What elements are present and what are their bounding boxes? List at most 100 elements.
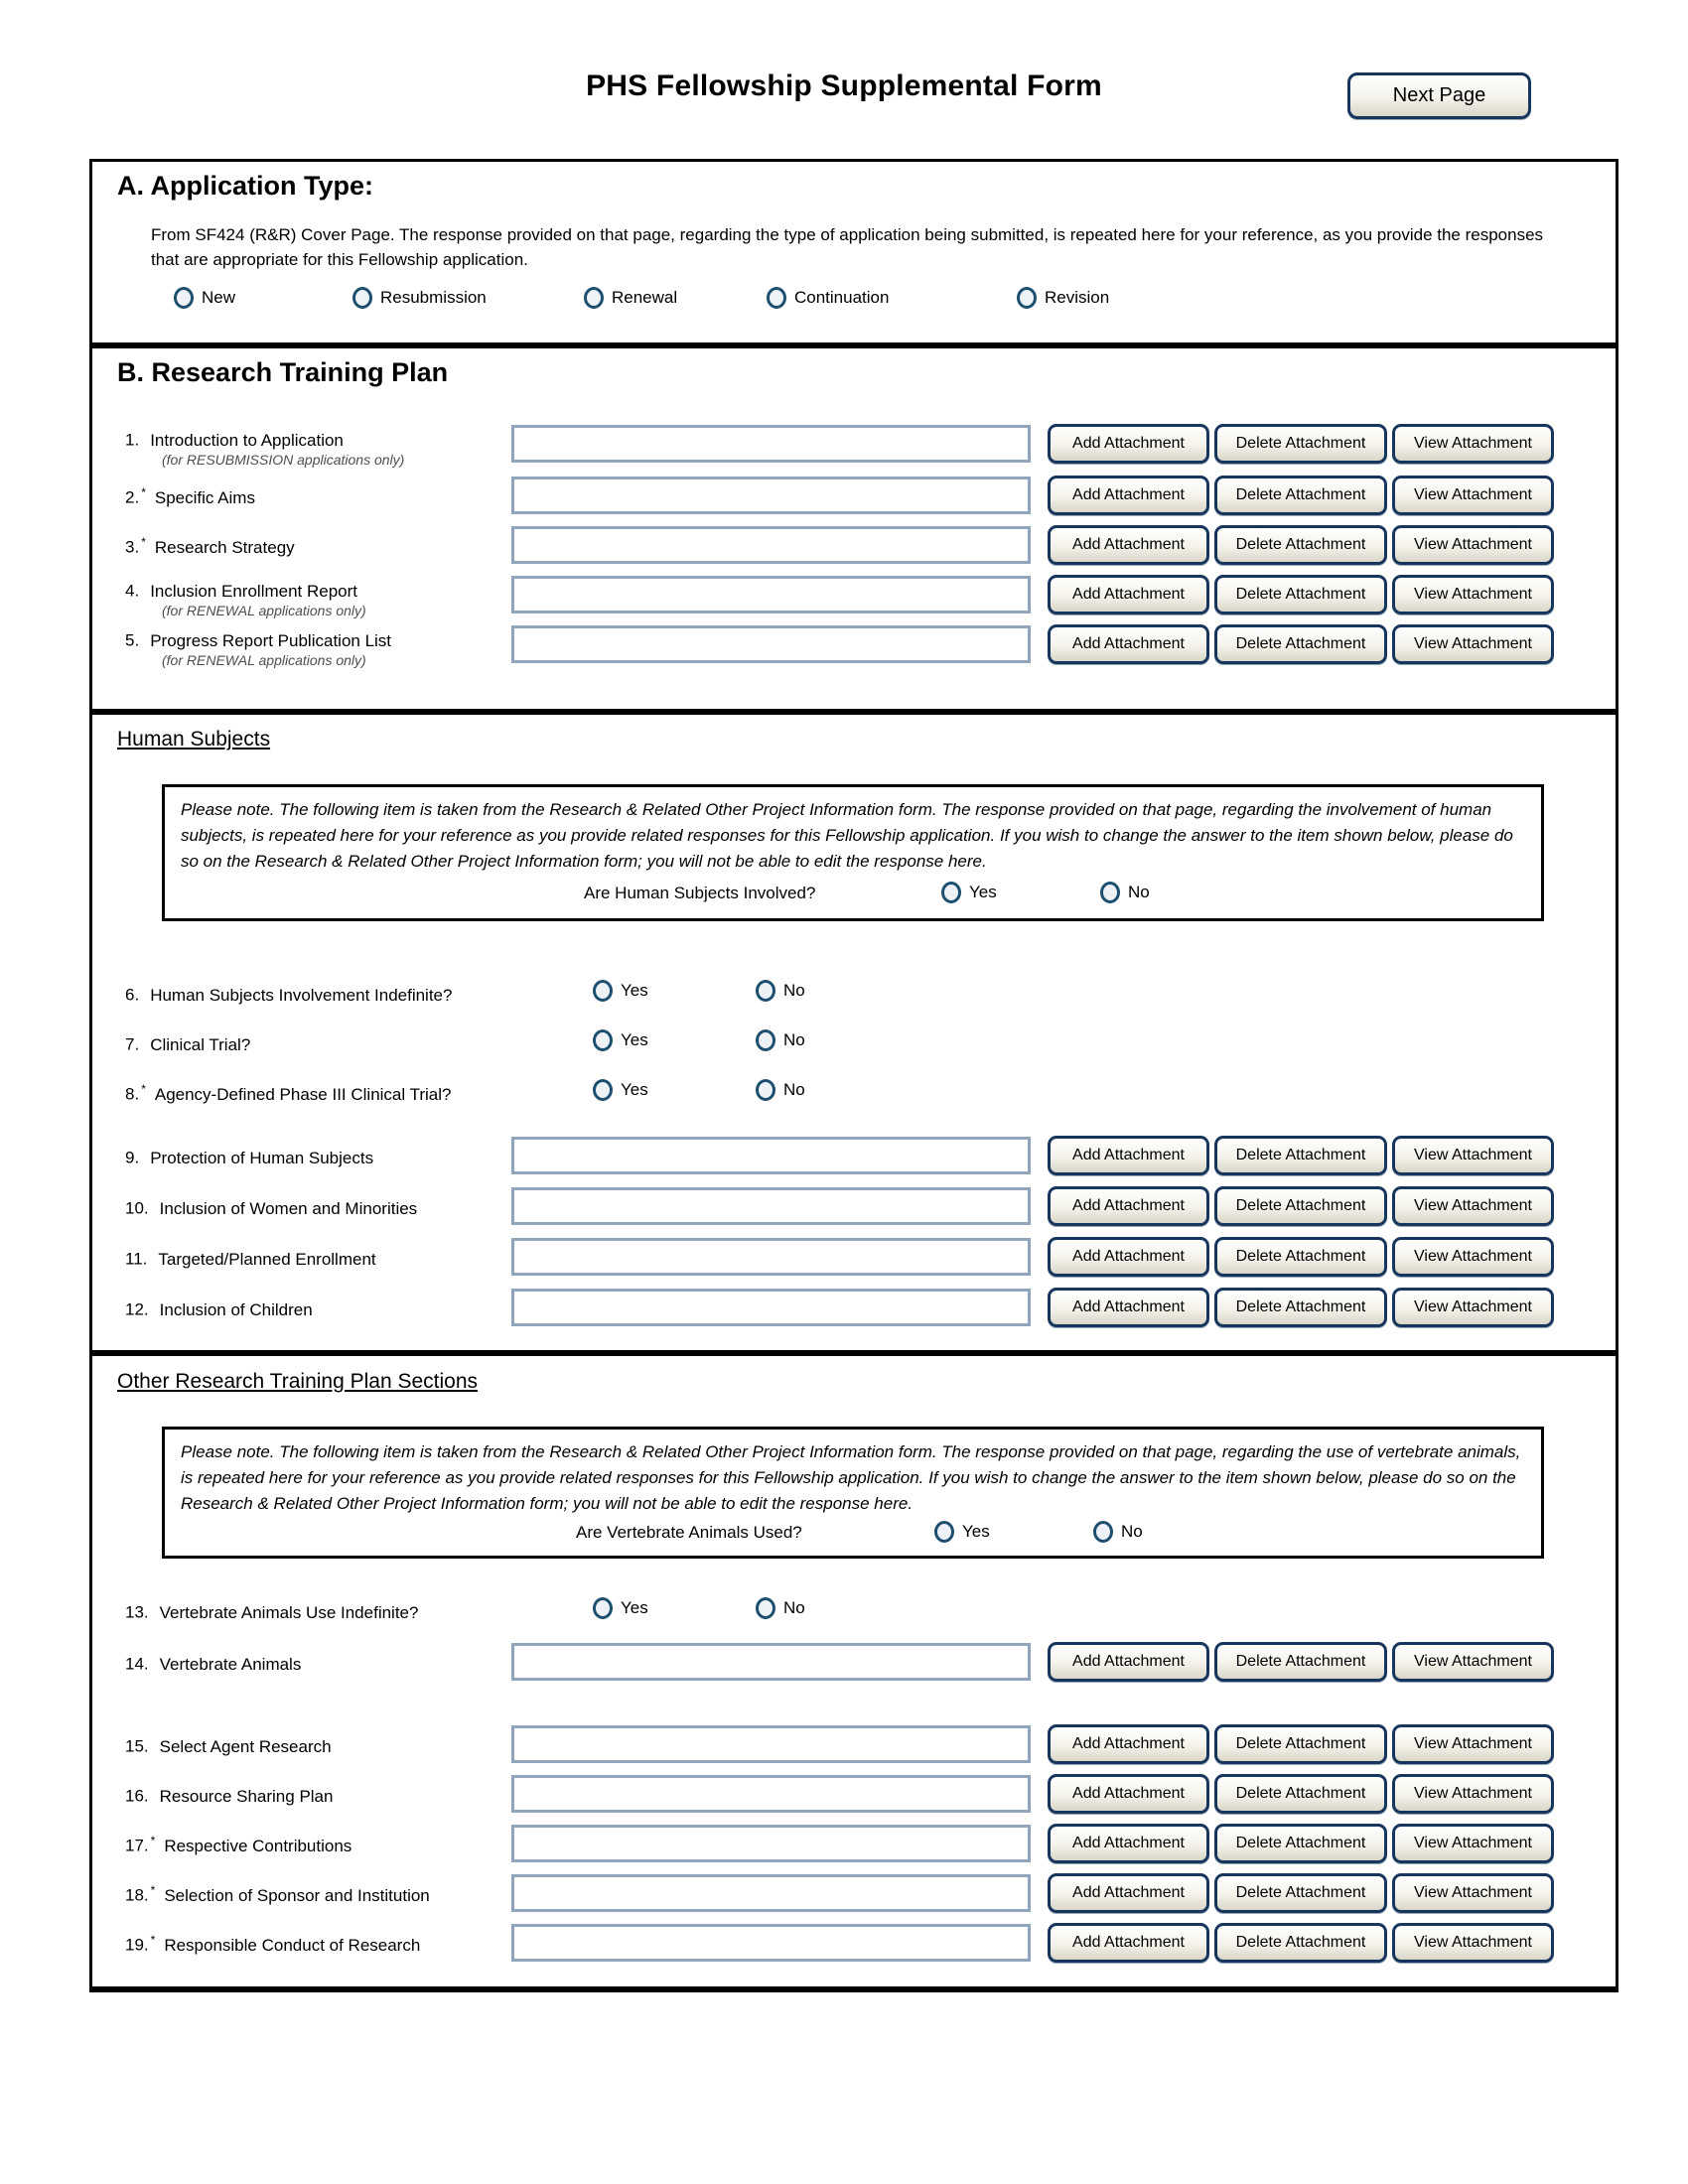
view-attachment-button[interactable]: View Attachment: [1392, 1642, 1554, 1682]
add-attachment-button[interactable]: Add Attachment: [1048, 624, 1209, 664]
delete-attachment-button[interactable]: Delete Attachment: [1214, 1136, 1387, 1175]
delete-attachment-button[interactable]: Delete Attachment: [1214, 1923, 1387, 1963]
delete-attachment-button[interactable]: Delete Attachment: [1214, 1873, 1387, 1913]
item-label: 11. Targeted/Planned Enrollment: [125, 1249, 376, 1269]
view-attachment-button[interactable]: View Attachment: [1392, 1237, 1554, 1277]
add-attachment-button[interactable]: Add Attachment: [1048, 1923, 1209, 1963]
view-attachment-button[interactable]: View Attachment: [1392, 1136, 1554, 1175]
delete-attachment-button[interactable]: Delete Attachment: [1214, 476, 1387, 515]
attachment-filename-input[interactable]: [511, 1289, 1031, 1326]
add-attachment-button[interactable]: Add Attachment: [1048, 525, 1209, 565]
application-type-radio-resubmission[interactable]: Resubmission: [352, 286, 487, 310]
view-attachment-button[interactable]: View Attachment: [1392, 424, 1554, 464]
add-attachment-button[interactable]: Add Attachment: [1048, 1642, 1209, 1682]
delete-attachment-button[interactable]: Delete Attachment: [1214, 1642, 1387, 1682]
view-attachment-button[interactable]: View Attachment: [1392, 1873, 1554, 1913]
attachment-filename-input[interactable]: [511, 1775, 1031, 1813]
add-attachment-button[interactable]: Add Attachment: [1048, 424, 1209, 464]
delete-attachment-button[interactable]: Delete Attachment: [1214, 525, 1387, 565]
question-13-no-radio[interactable]: No: [756, 1596, 805, 1620]
radio-icon: [593, 1597, 613, 1619]
attachment-filename-input[interactable]: [511, 425, 1031, 463]
delete-attachment-button[interactable]: Delete Attachment: [1214, 1288, 1387, 1327]
add-attachment-button[interactable]: Add Attachment: [1048, 476, 1209, 515]
human-subjects-involved-no-radio[interactable]: No: [1100, 881, 1150, 904]
radio-icon: [756, 1079, 775, 1101]
attachment-filename-input[interactable]: [511, 1238, 1031, 1276]
question-7-yes-radio[interactable]: Yes: [593, 1028, 648, 1052]
attachment-filename-input[interactable]: [511, 1924, 1031, 1962]
view-attachment-button[interactable]: View Attachment: [1392, 1923, 1554, 1963]
radio-label: Renewal: [612, 288, 678, 307]
add-attachment-button[interactable]: Add Attachment: [1048, 1237, 1209, 1277]
radio-icon: [352, 287, 372, 309]
question-6-yes-radio[interactable]: Yes: [593, 979, 648, 1003]
add-attachment-button[interactable]: Add Attachment: [1048, 1288, 1209, 1327]
view-attachment-button[interactable]: View Attachment: [1392, 1724, 1554, 1764]
item-label: 5. Progress Report Publication List: [125, 630, 392, 650]
radio-label: No: [783, 1080, 805, 1099]
add-attachment-button[interactable]: Add Attachment: [1048, 575, 1209, 614]
question-8-no-radio[interactable]: No: [756, 1078, 805, 1102]
question-8-yes-radio[interactable]: Yes: [593, 1078, 648, 1102]
delete-attachment-button[interactable]: Delete Attachment: [1214, 424, 1387, 464]
attachment-filename-input[interactable]: [511, 1187, 1031, 1225]
view-attachment-button[interactable]: View Attachment: [1392, 525, 1554, 565]
item-label: 3. * Research Strategy: [125, 535, 295, 557]
radio-label: Yes: [969, 883, 997, 901]
application-type-radio-revision[interactable]: Revision: [1017, 286, 1109, 310]
human-subjects-note-box: Please note. The following item is taken…: [162, 784, 1544, 921]
view-attachment-button[interactable]: View Attachment: [1392, 1824, 1554, 1863]
attachment-filename-input[interactable]: [511, 1825, 1031, 1862]
add-attachment-button[interactable]: Add Attachment: [1048, 1873, 1209, 1913]
radio-icon: [1093, 1521, 1113, 1543]
radio-label: Yes: [621, 1598, 648, 1617]
radio-label: Continuation: [794, 288, 890, 307]
add-attachment-button[interactable]: Add Attachment: [1048, 1186, 1209, 1226]
question-13-yes-radio[interactable]: Yes: [593, 1596, 648, 1620]
delete-attachment-button[interactable]: Delete Attachment: [1214, 1724, 1387, 1764]
item-note: (for RENEWAL applications only): [162, 652, 366, 668]
add-attachment-button[interactable]: Add Attachment: [1048, 1724, 1209, 1764]
radio-label: New: [202, 288, 236, 307]
attachment-filename-input[interactable]: [511, 477, 1031, 514]
attachment-filename-input[interactable]: [511, 1137, 1031, 1174]
view-attachment-button[interactable]: View Attachment: [1392, 624, 1554, 664]
radio-icon: [941, 882, 961, 903]
delete-attachment-button[interactable]: Delete Attachment: [1214, 1824, 1387, 1863]
question-label: 8. * Agency-Defined Phase III Clinical Tri…: [125, 1082, 452, 1104]
attachment-filename-input[interactable]: [511, 1874, 1031, 1912]
question-7-no-radio[interactable]: No: [756, 1028, 805, 1052]
item-note: (for RESUBMISSION applications only): [162, 452, 405, 468]
view-attachment-button[interactable]: View Attachment: [1392, 1774, 1554, 1814]
view-attachment-button[interactable]: View Attachment: [1392, 1288, 1554, 1327]
attachment-filename-input[interactable]: [511, 576, 1031, 614]
attachment-filename-input[interactable]: [511, 1643, 1031, 1681]
section-a-heading: A. Application Type:: [117, 171, 374, 201]
view-attachment-button[interactable]: View Attachment: [1392, 575, 1554, 614]
view-attachment-button[interactable]: View Attachment: [1392, 476, 1554, 515]
application-type-radio-continuation[interactable]: Continuation: [767, 286, 889, 310]
application-type-radio-renewal[interactable]: Renewal: [584, 286, 677, 310]
delete-attachment-button[interactable]: Delete Attachment: [1214, 624, 1387, 664]
question-6-no-radio[interactable]: No: [756, 979, 805, 1003]
view-attachment-button[interactable]: View Attachment: [1392, 1186, 1554, 1226]
attachment-filename-input[interactable]: [511, 625, 1031, 663]
add-attachment-button[interactable]: Add Attachment: [1048, 1824, 1209, 1863]
application-type-radio-new[interactable]: New: [174, 286, 235, 310]
attachment-filename-input[interactable]: [511, 526, 1031, 564]
add-attachment-button[interactable]: Add Attachment: [1048, 1774, 1209, 1814]
attachment-filename-input[interactable]: [511, 1725, 1031, 1763]
item-note: (for RENEWAL applications only): [162, 603, 366, 618]
human-subjects-involved-yes-radio[interactable]: Yes: [941, 881, 997, 904]
delete-attachment-button[interactable]: Delete Attachment: [1214, 575, 1387, 614]
vertebrate-animals-used-yes-radio[interactable]: Yes: [934, 1520, 990, 1544]
next-page-button[interactable]: Next Page: [1347, 72, 1531, 119]
delete-attachment-button[interactable]: Delete Attachment: [1214, 1774, 1387, 1814]
delete-attachment-button[interactable]: Delete Attachment: [1214, 1237, 1387, 1277]
radio-icon: [767, 287, 786, 309]
add-attachment-button[interactable]: Add Attachment: [1048, 1136, 1209, 1175]
vertebrate-animals-used-no-radio[interactable]: No: [1093, 1520, 1143, 1544]
delete-attachment-button[interactable]: Delete Attachment: [1214, 1186, 1387, 1226]
radio-label: No: [783, 981, 805, 1000]
